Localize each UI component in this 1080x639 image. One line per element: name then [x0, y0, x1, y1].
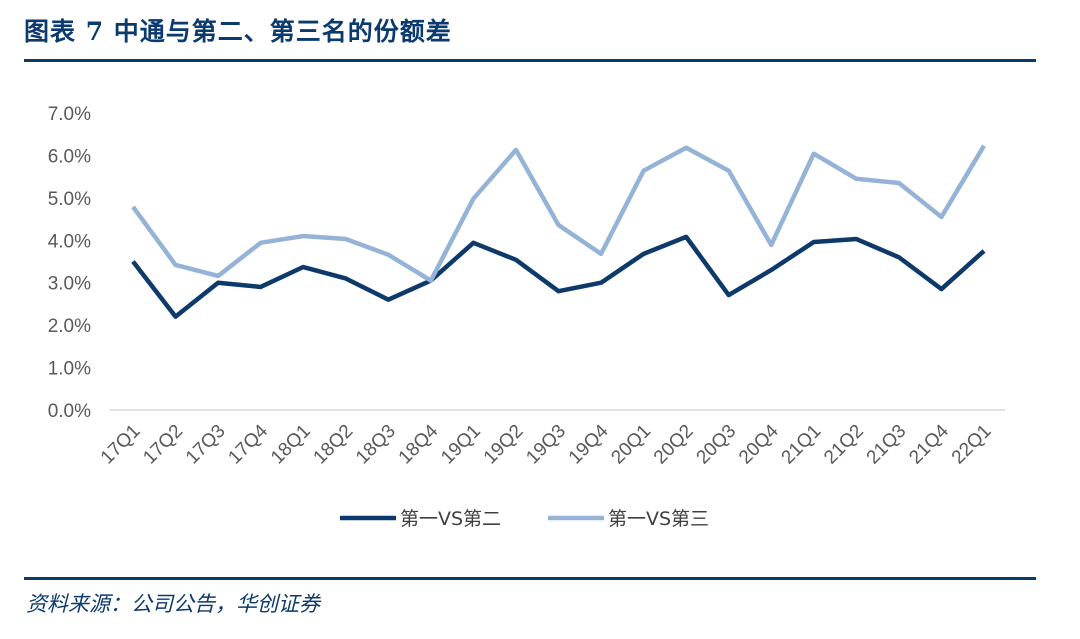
legend-label-1: 第一VS第二: [400, 508, 501, 530]
y-tick-label: 4.0%: [48, 231, 91, 252]
series-line-1: [131, 234, 986, 319]
x-tick-label: 20Q2: [650, 421, 698, 469]
x-tick-label: 21Q3: [863, 421, 911, 469]
series-line-2: [131, 144, 986, 283]
x-tick-label: 19Q3: [522, 421, 570, 469]
bottom-divider: [24, 577, 1036, 580]
x-tick-label: 19Q2: [480, 421, 528, 469]
y-tick-label: 0.0%: [48, 401, 91, 422]
x-tick-label: 20Q1: [607, 421, 655, 469]
y-tick-label: 3.0%: [48, 274, 91, 295]
x-tick-label: 17Q3: [182, 421, 230, 469]
x-tick-label: 17Q2: [139, 421, 187, 469]
x-tick-label: 18Q4: [395, 420, 443, 468]
x-tick-label: 21Q4: [905, 420, 953, 468]
x-tick-label: 17Q1: [97, 421, 145, 469]
x-tick-label: 22Q1: [948, 421, 996, 469]
x-tick-label: 18Q3: [352, 421, 400, 469]
x-tick-label: 20Q3: [693, 421, 741, 469]
x-tick-label: 20Q4: [735, 420, 783, 468]
y-tick-label: 5.0%: [48, 189, 91, 210]
y-tick-label: 1.0%: [48, 359, 91, 380]
figure-title: 图表 7 中通与第二、第三名的份额差: [24, 17, 452, 46]
top-divider: [24, 59, 1036, 62]
x-tick-label: 21Q2: [820, 421, 868, 469]
x-tick-label: 17Q4: [224, 420, 272, 468]
source-note: 资料来源：公司公告，华创证券: [26, 592, 320, 616]
y-tick-label: 6.0%: [48, 146, 91, 167]
y-tick-label: 2.0%: [48, 316, 91, 337]
x-tick-label: 21Q1: [778, 421, 826, 469]
x-tick-label: 18Q1: [267, 421, 315, 469]
y-tick-label: 7.0%: [48, 104, 91, 125]
legend-label-2: 第一VS第三: [608, 508, 709, 530]
line-chart: 0.0% 1.0% 2.0% 3.0% 4.0% 5.0% 6.0% 7.0% 17Q117Q2…: [48, 104, 1005, 530]
x-tick-label: 19Q4: [565, 420, 613, 468]
x-tick-label: 18Q2: [310, 421, 358, 469]
x-tick-label: 19Q1: [437, 421, 485, 469]
